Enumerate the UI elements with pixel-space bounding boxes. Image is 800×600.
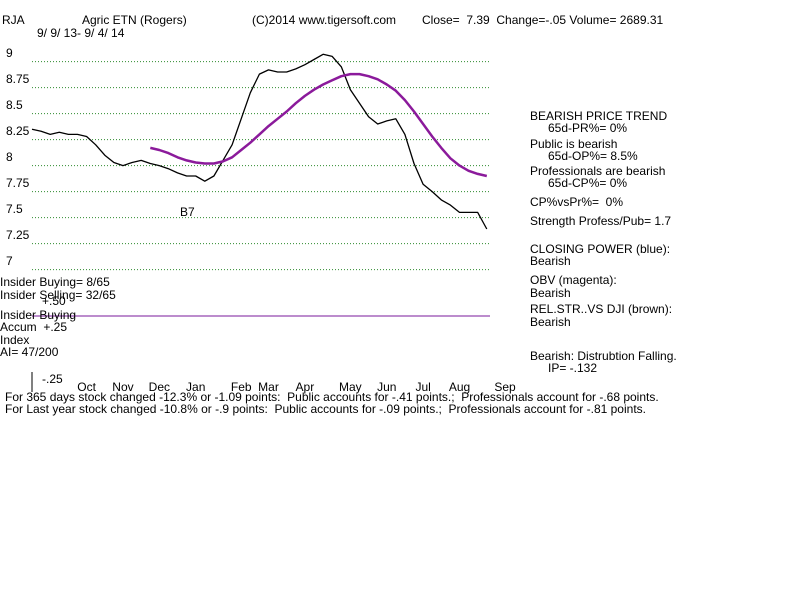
y-tick-label: 8.25 <box>6 124 30 138</box>
indicator-label: Index <box>0 333 29 347</box>
chart-title: RJA <box>2 13 25 27</box>
panel-text: 65d-PR%= 0% <box>548 121 627 135</box>
panel-text: Bearish <box>530 315 571 329</box>
panel-text: 65d-CP%= 0% <box>548 176 627 190</box>
y-tick-label: 8 <box>6 150 13 164</box>
indicator-label: Insider Buying <box>0 308 76 322</box>
panel-text: OBV (magenta): <box>530 273 617 287</box>
panel-text: REL.STR..VS DJI (brown): <box>530 302 672 316</box>
signal-label: B7 <box>180 205 195 219</box>
panel-text: Bearish <box>530 254 571 268</box>
quote: Close= 7.39 Change=-.05 Volume= 2689.31 <box>422 13 664 27</box>
y-tick-label: 8.5 <box>6 98 23 112</box>
panel-text: CLOSING POWER (blue): <box>530 242 670 256</box>
x-tick-label: Apr <box>296 380 315 394</box>
indicator-label: AI= 47/200 <box>0 345 59 359</box>
footer-text: For Last year stock changed -10.8% or -.… <box>5 402 646 416</box>
indicator-label: -.25 <box>42 372 63 386</box>
date-range: 9/ 9/ 13- 9/ 4/ 14 <box>37 26 125 40</box>
indicator-label: Accum +.25 <box>0 320 67 334</box>
x-tick-label: Sep <box>494 380 516 394</box>
y-tick-label: 7 <box>6 254 13 268</box>
x-tick-label: Jun <box>377 380 396 394</box>
panel-text: Public is bearish <box>530 137 617 151</box>
x-tick-label: Jan <box>186 380 205 394</box>
panel-text: CP%vsPr%= 0% <box>530 195 623 209</box>
panel-text: 65d-OP%= 8.5% <box>548 149 638 163</box>
panel-text: Bearish: Distrubtion Falling. <box>530 349 677 363</box>
y-tick-label: 9 <box>6 46 13 60</box>
y-tick-label: 7.25 <box>6 228 30 242</box>
panel-text: IP= -.132 <box>548 361 597 375</box>
chart-subtitle: Agric ETN (Rogers) <box>82 13 187 27</box>
series-line <box>150 72 488 178</box>
x-tick-label: Jul <box>415 380 430 394</box>
copyright: (C)2014 www.tigersoft.com <box>252 13 396 27</box>
x-tick-label: May <box>339 380 362 394</box>
y-tick-label: 7.5 <box>6 202 23 216</box>
x-tick-label: Dec <box>149 380 170 394</box>
panel-text: Bearish <box>530 286 571 300</box>
y-tick-label: 7.75 <box>6 176 30 190</box>
y-tick-label: 8.75 <box>6 72 30 86</box>
x-tick-label: Mar <box>258 380 279 394</box>
panel-text: Strength Profess/Pub= 1.7 <box>530 214 671 228</box>
x-tick-label: Feb <box>231 380 252 394</box>
indicator-label: Insider Buying= 8/65 <box>0 275 110 289</box>
footer-text: For 365 days stock changed -12.3% or -1.… <box>5 390 659 404</box>
x-tick-label: Nov <box>112 380 133 394</box>
x-tick-label: Aug <box>449 380 470 394</box>
series-line <box>31 53 488 230</box>
indicator-label: +.50 <box>42 294 66 308</box>
panel-text: Professionals are bearish <box>530 164 665 178</box>
indicator-label: Insider Selling= 32/65 <box>0 288 116 302</box>
panel-text: BEARISH PRICE TREND <box>530 109 667 123</box>
x-tick-label: Oct <box>77 380 96 394</box>
